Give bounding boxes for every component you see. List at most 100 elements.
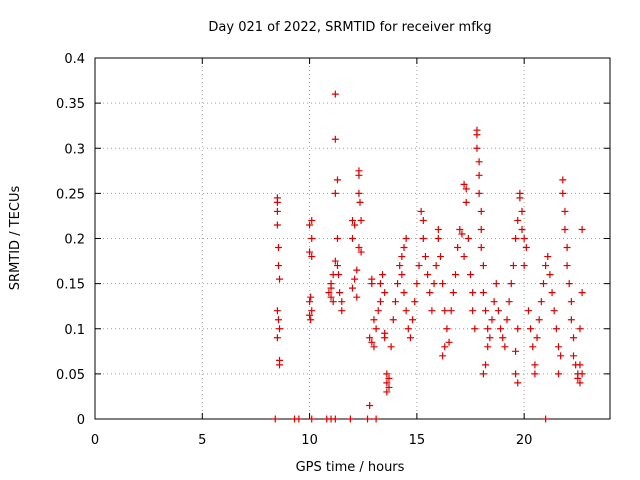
x-tick-label: 10 xyxy=(301,433,318,448)
data-point xyxy=(467,271,475,279)
y-tick-label: 0.4 xyxy=(64,52,85,67)
data-point xyxy=(385,374,393,382)
data-point xyxy=(484,343,492,351)
data-point xyxy=(306,298,314,306)
data-point xyxy=(325,289,333,297)
data-point xyxy=(531,370,539,378)
data-point xyxy=(561,225,569,233)
data-point xyxy=(477,244,485,252)
data-point xyxy=(381,334,389,342)
data-point xyxy=(522,244,530,252)
data-point xyxy=(400,244,408,252)
data-point xyxy=(331,415,339,423)
data-point xyxy=(349,216,356,224)
data-point xyxy=(355,171,363,179)
data-point xyxy=(368,280,376,288)
data-point xyxy=(398,271,406,279)
data-point xyxy=(486,334,494,342)
data-point xyxy=(430,280,438,288)
data-point xyxy=(490,298,498,306)
data-point xyxy=(473,131,481,139)
data-point xyxy=(529,343,537,351)
data-point xyxy=(355,244,363,252)
data-point xyxy=(482,361,490,369)
data-point xyxy=(376,280,384,288)
data-point xyxy=(505,298,513,306)
data-point xyxy=(356,198,364,206)
x-tick-label: 0 xyxy=(91,433,99,448)
data-point xyxy=(346,415,354,423)
data-point xyxy=(372,415,380,423)
data-point xyxy=(484,325,492,333)
data-point xyxy=(274,316,282,324)
data-point xyxy=(501,343,509,351)
data-point xyxy=(578,370,586,378)
data-point xyxy=(333,176,341,184)
data-point xyxy=(357,216,365,224)
data-point xyxy=(394,280,402,288)
data-point xyxy=(432,262,440,270)
data-point xyxy=(419,216,427,224)
data-point xyxy=(295,415,303,423)
data-point xyxy=(514,379,522,387)
data-point xyxy=(460,180,468,188)
data-point xyxy=(518,207,526,215)
data-point xyxy=(576,379,584,387)
data-point xyxy=(364,415,372,423)
data-point xyxy=(331,90,339,98)
data-point xyxy=(542,415,550,423)
data-point xyxy=(353,293,361,301)
data-point xyxy=(331,189,339,197)
data-point xyxy=(561,207,569,215)
x-axis-title: GPS time / hours xyxy=(296,460,405,475)
data-point xyxy=(273,334,281,342)
chart-title: Day 021 of 2022, SRMTID for receiver mfk… xyxy=(208,20,491,35)
data-point xyxy=(441,343,449,351)
data-point xyxy=(406,334,414,342)
y-tick-label: 0.05 xyxy=(56,368,85,383)
data-point xyxy=(396,262,404,270)
tick-layer: 0 0.05 0.1 0.15 0.2 0.25 0.3 0.35 0.4 0 5 10 15 20 xyxy=(56,52,610,448)
data-point xyxy=(544,253,552,261)
data-point xyxy=(368,338,376,346)
data-point xyxy=(274,262,282,270)
data-point xyxy=(449,289,457,297)
data-point xyxy=(404,325,412,333)
data-point xyxy=(533,334,541,342)
data-point xyxy=(479,370,487,378)
data-point xyxy=(387,343,395,351)
data-point xyxy=(308,253,316,261)
points-layer xyxy=(271,90,586,423)
data-point xyxy=(535,316,543,324)
data-point xyxy=(374,307,382,315)
data-point xyxy=(576,361,584,369)
data-point xyxy=(570,334,578,342)
data-point xyxy=(443,325,451,333)
data-point xyxy=(509,262,517,270)
data-point xyxy=(439,280,447,288)
data-point xyxy=(329,271,337,279)
data-point xyxy=(464,235,472,242)
data-point xyxy=(520,262,528,270)
data-point xyxy=(578,289,586,297)
data-point xyxy=(271,415,279,423)
data-point xyxy=(329,298,337,306)
data-point xyxy=(400,289,408,297)
data-point xyxy=(413,280,421,288)
data-point xyxy=(274,244,282,252)
data-point xyxy=(524,307,532,315)
data-point xyxy=(351,221,359,229)
data-point xyxy=(366,334,374,342)
data-point xyxy=(574,374,582,382)
data-point xyxy=(471,325,479,333)
data-point xyxy=(518,225,526,233)
data-point xyxy=(539,280,547,288)
data-point xyxy=(398,253,406,261)
data-point xyxy=(273,307,281,315)
data-point xyxy=(327,280,335,288)
data-point xyxy=(548,289,556,297)
x-tick-label: 15 xyxy=(409,433,426,448)
data-point xyxy=(576,325,584,333)
data-point xyxy=(559,176,567,184)
data-point xyxy=(559,189,567,197)
